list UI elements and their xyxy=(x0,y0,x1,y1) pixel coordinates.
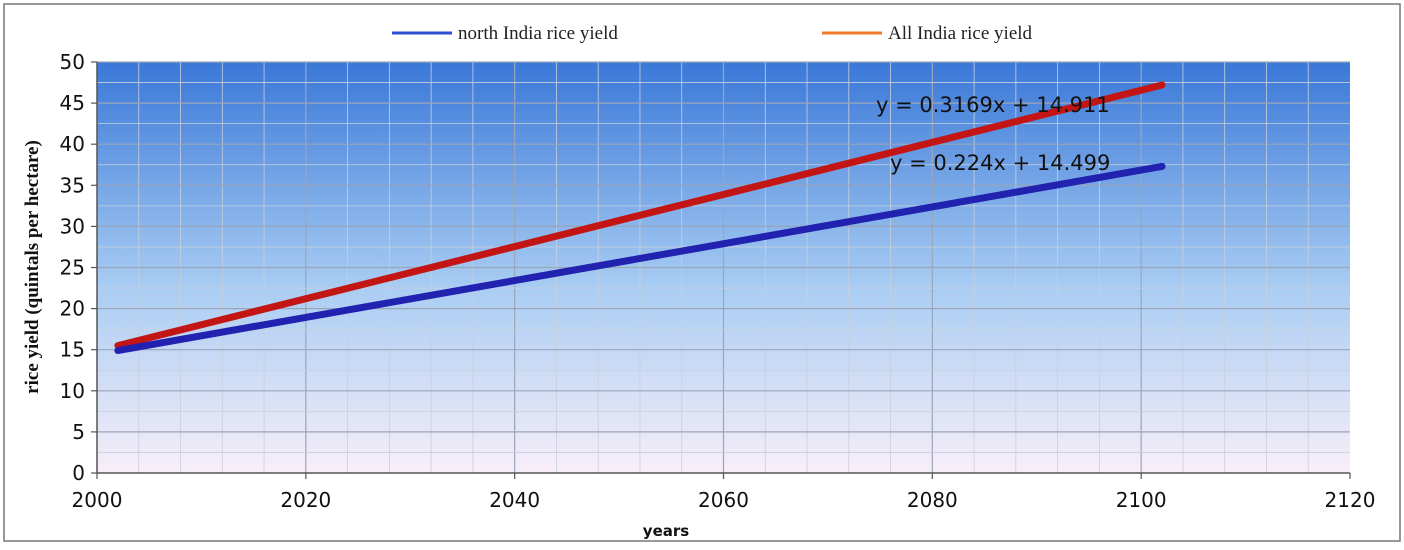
y-tick-label: 15 xyxy=(60,338,85,362)
legend-label-all-india: All India rice yield xyxy=(888,23,1033,44)
y-tick-label: 50 xyxy=(60,50,85,74)
series-line-north-india xyxy=(114,162,1166,355)
trendline-equation-north-india: y = 0.224x + 14.499 xyxy=(890,151,1110,175)
x-tick-label: 2020 xyxy=(280,488,331,512)
y-tick-label: 0 xyxy=(72,461,85,485)
axes: 0 5 10 15 20 25 30 35 40 45 50 2000 2020 2040 2060 2080… xyxy=(60,50,1376,512)
y-axis-label: rice yield (quintals per hectare) xyxy=(22,140,43,394)
series-lines xyxy=(114,81,1166,355)
y-tick-label: 20 xyxy=(60,297,85,321)
x-tick-label: 2040 xyxy=(489,488,540,512)
y-tick-label: 45 xyxy=(60,91,85,115)
y-tick-label: 30 xyxy=(60,214,85,238)
grid-lines xyxy=(97,61,1350,473)
x-tick-label: 2060 xyxy=(698,488,749,512)
series-line-all-india xyxy=(114,81,1166,350)
x-tick-label: 2120 xyxy=(1325,488,1376,512)
legend: north India rice yield All India rice yi… xyxy=(392,23,1033,44)
x-axis-label: years xyxy=(643,522,689,540)
legend-label-north-india: north India rice yield xyxy=(458,23,618,44)
y-tick-label: 25 xyxy=(60,256,85,280)
x-tick-label: 2000 xyxy=(72,488,123,512)
trendline-labels: y = 0.3169x + 14.911 y = 0.224x + 14.499 xyxy=(876,93,1110,175)
x-tick-label: 2080 xyxy=(907,488,958,512)
y-tick-label: 40 xyxy=(60,132,85,156)
x-tick-label: 2100 xyxy=(1116,488,1167,512)
trendline-equation-all-india: y = 0.3169x + 14.911 xyxy=(876,93,1110,117)
y-tick-label: 10 xyxy=(60,379,85,403)
y-tick-label: 5 xyxy=(72,420,85,444)
y-tick-label: 35 xyxy=(60,173,85,197)
